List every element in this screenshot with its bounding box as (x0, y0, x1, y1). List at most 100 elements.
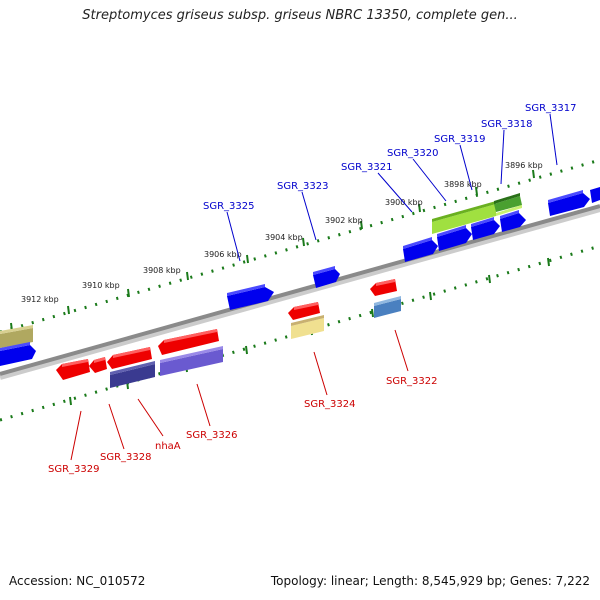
ruler-upper-track (0, 158, 600, 334)
gene-arrow-top (62, 359, 88, 367)
map-title: Streptomyces griseus subsp. griseus NBRC… (82, 8, 518, 23)
ruler-upper-major-ticks (10, 169, 535, 332)
gene-label[interactable]: SGR_3322 (386, 376, 438, 387)
leader-line (500, 129, 505, 185)
gene-label-group: SGR_3328 (100, 403, 152, 463)
major-tick (245, 345, 248, 355)
leader-line (108, 403, 125, 450)
tick-label: 3896 kbp (505, 161, 543, 170)
gene-arrow-top (500, 210, 519, 219)
gene-arrow[interactable] (107, 347, 152, 369)
gene-label-group: SGR_3319 (434, 134, 486, 191)
gene-arrow[interactable] (288, 302, 320, 320)
gene-arrow[interactable] (89, 357, 107, 373)
tick-label: 3904 kbp (265, 233, 303, 242)
gene-label-group: SGR_3320 (387, 148, 447, 202)
major-tick (302, 237, 305, 247)
gene-label[interactable]: SGR_3324 (304, 399, 356, 410)
feature-purple[interactable] (160, 349, 223, 376)
feature-yellow[interactable] (291, 318, 324, 339)
gene-label[interactable]: SGR_3317 (525, 103, 577, 114)
major-tick (69, 396, 72, 406)
major-tick (371, 308, 374, 318)
reverse-gene-labels: SGR_3322 SGR_3324 SGR_3326 nhaA SGR_3328… (48, 329, 438, 475)
gene-label[interactable]: SGR_3325 (203, 201, 255, 212)
feature-yellow-top (291, 315, 324, 326)
feature-steelblue[interactable] (374, 299, 401, 318)
gene-arrow-top (164, 329, 217, 343)
gene-arrow-top (94, 357, 105, 363)
leader-line (137, 398, 164, 437)
tick-label: 3910 kbp (82, 281, 120, 290)
feature-darkgreen-top (494, 193, 520, 204)
gene-arrow[interactable] (0, 345, 36, 366)
leader-line (459, 144, 473, 191)
gene-arrow-top (471, 217, 494, 227)
gene-label-group: SGR_3318 (481, 119, 533, 185)
leader-line (549, 113, 558, 166)
major-tick (547, 257, 550, 267)
forward-gene-labels: SGR_3317 SGR_3318 SGR_3319 SGR_3320 SGR_… (203, 103, 577, 262)
gene-arrow-top (548, 190, 583, 203)
tick-label: 3902 kbp (325, 216, 363, 225)
major-tick (67, 305, 70, 315)
gene-arrow[interactable] (548, 193, 590, 216)
gene-label[interactable]: nhaA (155, 441, 181, 452)
gene-arrow[interactable] (403, 240, 438, 262)
gene-label-group: SGR_3322 (386, 329, 438, 387)
gene-arrow[interactable] (471, 220, 500, 240)
major-tick (429, 291, 432, 301)
gene-arrow-top (376, 279, 395, 286)
gene-arrow[interactable] (313, 269, 340, 288)
gene-arrow-top (113, 347, 150, 358)
gene-label[interactable]: SGR_3323 (277, 181, 329, 192)
gene-label-group: SGR_3326 (186, 383, 238, 441)
gene-label[interactable]: SGR_3326 (186, 430, 238, 441)
feature-lime[interactable] (496, 205, 522, 216)
leader-line (226, 211, 241, 262)
backbone-line (0, 204, 600, 376)
leader-line (301, 191, 317, 241)
gene-label-group: SGR_3324 (304, 351, 356, 410)
feature-darkgreen[interactable] (494, 196, 522, 212)
major-tick (186, 271, 189, 281)
gene-arrow-top (437, 225, 466, 237)
gene-label-group: SGR_3323 (277, 181, 329, 241)
leader-line (377, 172, 413, 213)
gene-label-group: SGR_3329 (48, 410, 100, 475)
gene-label-group: SGR_3325 (203, 201, 255, 262)
feature-darkpurple-top (110, 361, 155, 375)
gene-label[interactable]: SGR_3321 (341, 162, 393, 173)
leader-line (196, 383, 211, 427)
gene-arrow[interactable] (158, 329, 219, 355)
major-tick (418, 203, 421, 213)
tick-label: 3906 kbp (204, 250, 242, 259)
tick-label: 3898 kbp (444, 180, 482, 189)
gene-arrow[interactable] (437, 228, 472, 251)
gene-label[interactable]: SGR_3328 (100, 452, 152, 463)
gene-arrow[interactable] (500, 213, 526, 232)
gene-arrow-top (403, 237, 432, 249)
feature-olive[interactable] (0, 328, 33, 348)
genome-summary: Topology: linear; Length: 8,545,929 bp; … (270, 574, 590, 588)
gene-label-group: SGR_3317 (525, 103, 577, 166)
gene-label[interactable]: SGR_3319 (434, 134, 486, 145)
feature-olive-top (0, 325, 33, 334)
reverse-features (56, 279, 401, 388)
feature-darkpurple[interactable] (110, 364, 155, 388)
backbone-shadow (0, 206, 600, 380)
gene-label[interactable]: SGR_3329 (48, 464, 100, 475)
major-tick (488, 274, 491, 284)
gene-arrow[interactable] (590, 187, 600, 203)
major-tick (475, 186, 478, 196)
gene-arrow[interactable] (227, 287, 274, 310)
gene-label[interactable]: SGR_3320 (387, 148, 439, 159)
feature-steelblue-top (374, 296, 401, 306)
gene-label[interactable]: SGR_3318 (481, 119, 533, 130)
feature-lightgreen[interactable] (432, 204, 496, 234)
feature-lightgreen-top (432, 201, 496, 222)
gene-arrow-top (313, 266, 335, 275)
gene-arrow-top (0, 342, 30, 351)
accession-label: Accession: NC_010572 (9, 574, 146, 588)
